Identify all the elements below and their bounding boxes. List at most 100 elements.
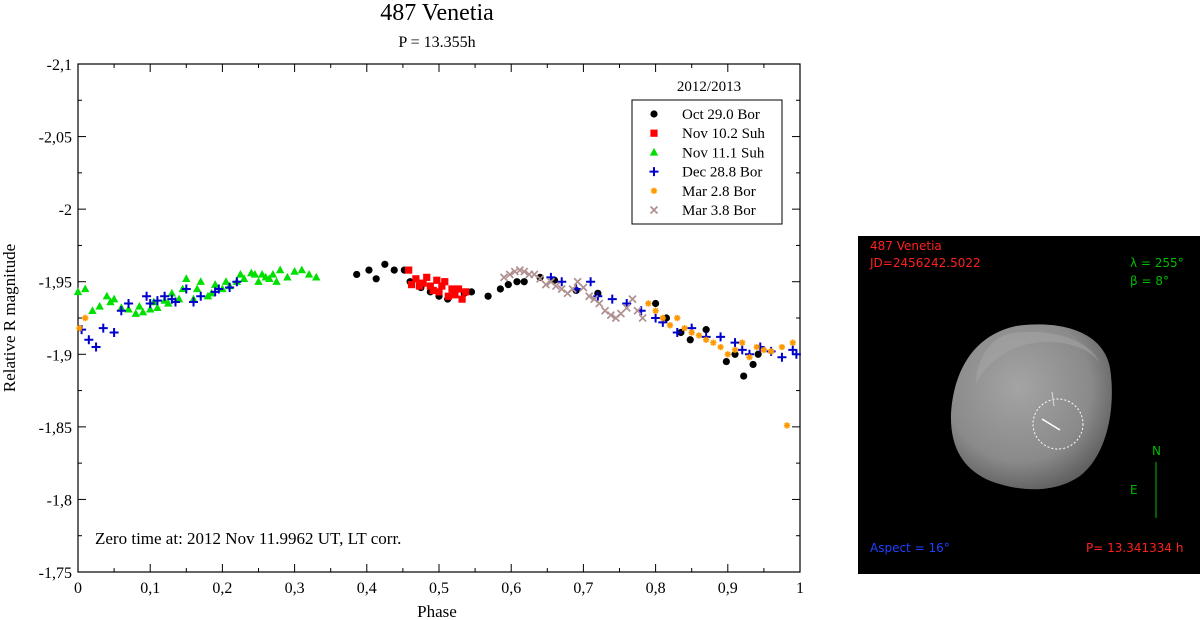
data-point	[496, 285, 504, 293]
data-point	[142, 291, 152, 301]
data-point	[586, 277, 596, 287]
series-4	[76, 300, 796, 429]
x-tick-label: 0,1	[140, 580, 160, 597]
data-point	[749, 360, 757, 369]
legend-marker	[650, 187, 658, 194]
data-point	[753, 343, 760, 351]
data-point	[710, 339, 717, 346]
data-point	[622, 303, 631, 312]
data-point	[225, 283, 235, 293]
data-point	[210, 280, 220, 288]
legend-label: Mar 3.8 Bor	[682, 203, 756, 219]
data-point	[739, 339, 746, 346]
data-point	[124, 298, 134, 308]
data-point	[109, 328, 119, 338]
data-point	[499, 273, 509, 282]
data-point	[638, 313, 647, 323]
data-point	[659, 314, 667, 322]
data-point	[239, 274, 249, 283]
legend-marker	[650, 129, 658, 137]
spin-axis-marker	[1041, 418, 1061, 431]
data-point	[426, 282, 434, 290]
data-point	[145, 298, 155, 308]
data-point	[381, 260, 389, 268]
data-point	[407, 281, 416, 289]
data-point	[740, 372, 748, 380]
data-point	[513, 278, 521, 286]
data-point	[520, 267, 529, 276]
period-readout: P= 13.341334 h	[1086, 541, 1184, 555]
data-point	[717, 343, 724, 351]
legend-label: Oct 29.0 Bor	[682, 107, 760, 123]
data-point	[160, 291, 170, 301]
data-point	[84, 335, 94, 345]
data-point	[102, 291, 112, 300]
data-point	[221, 277, 231, 285]
data-point	[652, 307, 659, 314]
data-point	[462, 288, 470, 296]
data-point	[82, 314, 89, 322]
y-tick-label: -1,8	[47, 492, 72, 509]
data-point	[451, 291, 459, 299]
data-point	[568, 284, 577, 294]
data-point	[275, 265, 285, 274]
x-tick-label: 1	[796, 580, 804, 597]
shape-model-panel: 487 Venetia JD=2456242.5022 λ = 255° β =…	[858, 236, 1200, 574]
y-tick-label: -1,9	[47, 347, 72, 364]
data-point	[778, 343, 786, 351]
data-point	[628, 295, 637, 304]
data-point	[606, 310, 615, 320]
data-point	[651, 313, 661, 323]
y-tick-label: -2	[59, 202, 72, 219]
x-tick-label: 0,8	[646, 580, 666, 597]
data-point	[372, 275, 380, 283]
data-point	[236, 269, 245, 278]
data-point	[716, 332, 726, 342]
x-tick-label: 0	[74, 580, 82, 597]
data-point	[232, 277, 242, 287]
data-point	[88, 306, 97, 314]
data-point	[419, 279, 427, 287]
data-point	[754, 350, 762, 358]
data-point	[760, 346, 768, 354]
data-point	[405, 266, 413, 274]
x-tick-label: 0,4	[357, 580, 377, 597]
y-tick-label: -2,1	[47, 57, 72, 74]
data-point	[622, 298, 632, 308]
data-point	[550, 276, 559, 284]
data-point	[174, 294, 184, 303]
y-tick-label: -2,05	[39, 130, 72, 147]
data-point	[435, 288, 443, 296]
data-point	[633, 306, 642, 315]
data-point	[504, 281, 512, 289]
data-point	[131, 309, 140, 317]
data-point	[182, 274, 191, 283]
legend-label: Nov 10.2 Suh	[682, 126, 765, 142]
data-point	[304, 269, 314, 278]
data-point	[153, 303, 162, 312]
legend-items: Oct 29.0 Bor Nov 10.2 Suh Nov 11.1 Suh Dec …	[649, 107, 765, 219]
data-point	[146, 304, 155, 313]
data-point	[724, 351, 731, 358]
axis-ticks: 0 0,1 0,2 0,3 0,4 0,5 0,6 0,7 0,8 0,9 1 -2,1 -2,05 -2…	[39, 57, 804, 597]
data-point	[124, 304, 133, 313]
data-point	[438, 282, 446, 290]
data-point	[607, 294, 617, 304]
legend-box	[631, 99, 783, 225]
data-point	[390, 266, 398, 274]
data-point	[505, 270, 514, 279]
data-point	[681, 324, 688, 332]
series-1	[405, 266, 470, 303]
x-tick-label: 0,6	[501, 580, 521, 597]
data-point	[730, 338, 740, 348]
asteroid-shape	[950, 324, 1112, 490]
data-point	[152, 296, 162, 306]
data-point	[600, 306, 610, 315]
data-point	[557, 284, 566, 294]
data-point	[666, 322, 674, 329]
data-point	[265, 274, 274, 283]
data-point	[423, 273, 431, 281]
x-tick-label: 0,7	[573, 580, 593, 597]
data-point	[290, 267, 299, 275]
data-point	[250, 269, 260, 278]
